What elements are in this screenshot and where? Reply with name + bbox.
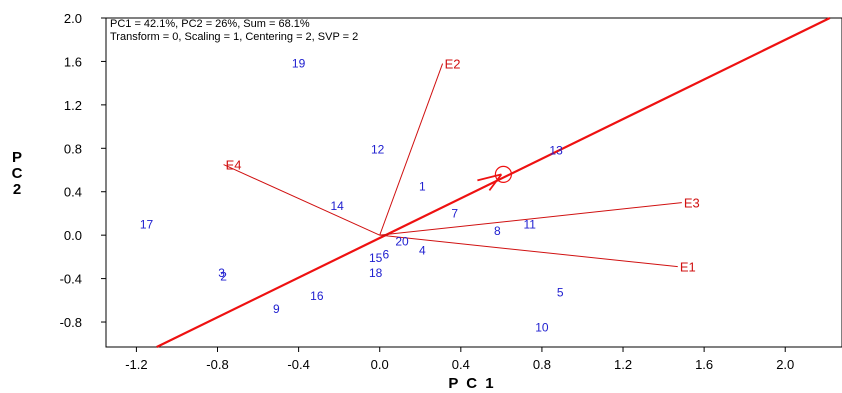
y-tick-label: 2.0 [64, 11, 82, 26]
genotype-label: 1 [419, 179, 426, 193]
y-axis-label-c: C [12, 165, 25, 182]
plot-frame [105, 17, 842, 348]
aec-circle [494, 165, 512, 183]
aec-arrow-head-lower [488, 173, 503, 191]
x-tick-label: 1.2 [614, 357, 632, 372]
environment-label: E3 [684, 196, 700, 211]
genotype-label: 6 [382, 248, 389, 262]
x-axis-label: P C 1 [448, 375, 495, 392]
genotype-label: 8 [494, 224, 501, 238]
y-axis-label: P C 2 [12, 149, 25, 198]
genotype-label: 15 [369, 251, 383, 265]
info-box: PC1 = 42.1%, PC2 = 26%, Sum = 68.1% Tran… [110, 18, 358, 43]
axis-ticks: -1.2 -0.8 -0.4 0.0 0.4 0.8 1.2 1.6 2.0 -0.8 -0.4 0.… [60, 11, 795, 372]
environment-vector-e3 [379, 202, 682, 236]
aec-arrow-head-upper [477, 173, 502, 182]
genotype-label: 4 [419, 243, 426, 257]
genotype-label: 14 [330, 199, 344, 213]
genotype-label: 20 [395, 235, 409, 249]
genotype-label: 3 [218, 266, 225, 280]
environment-vector-e1 [379, 234, 678, 268]
genotype-label: 12 [371, 142, 385, 156]
genotype-label: 10 [535, 320, 549, 334]
aec-abscissa-line [156, 17, 831, 348]
genotype-label: 17 [140, 217, 154, 231]
x-tick-label: -0.4 [287, 357, 309, 372]
genotype-label: 18 [369, 266, 383, 280]
genotype-label: 7 [451, 206, 458, 220]
environment-vector-e2 [379, 63, 444, 236]
y-tick-label: -0.8 [60, 315, 82, 330]
info-line-1: PC1 = 42.1%, PC2 = 26%, Sum = 68.1% [110, 18, 310, 30]
biplot-lines [156, 17, 831, 348]
x-tick-label: -0.8 [206, 357, 228, 372]
y-axis-label-2: 2 [13, 181, 23, 198]
x-tick-label: 1.6 [695, 357, 713, 372]
x-tick-label: 0.4 [452, 357, 470, 372]
x-tick-label: 2.0 [776, 357, 794, 372]
environment-vector-e4 [223, 164, 380, 236]
genotype-label: 5 [557, 286, 564, 300]
genotype-label: 16 [310, 289, 324, 303]
y-axis-label-p: P [12, 149, 24, 166]
y-tick-label: 1.2 [64, 98, 82, 113]
info-line-2: Transform = 0, Scaling = 1, Centering = … [110, 31, 358, 43]
y-tick-label: 0.4 [64, 185, 82, 200]
y-tick-label: 0.8 [64, 141, 82, 156]
environment-label: E1 [680, 260, 696, 275]
x-tick-label: -1.2 [125, 357, 147, 372]
genotype-label: 13 [549, 143, 563, 157]
genotype-label: 11 [524, 217, 537, 231]
genotype-label: 19 [292, 57, 306, 71]
y-tick-label: 0.0 [64, 228, 82, 243]
environment-label: E4 [226, 158, 242, 173]
genotype-label: 2 [220, 269, 227, 283]
y-tick-label: 1.6 [64, 54, 82, 69]
genotype-label: 9 [273, 302, 280, 316]
x-tick-label: 0.8 [533, 357, 551, 372]
environment-label: E2 [445, 57, 461, 72]
y-tick-label: -0.4 [60, 272, 82, 287]
plot-area [105, 17, 842, 348]
x-tick-label: 0.0 [371, 357, 389, 372]
